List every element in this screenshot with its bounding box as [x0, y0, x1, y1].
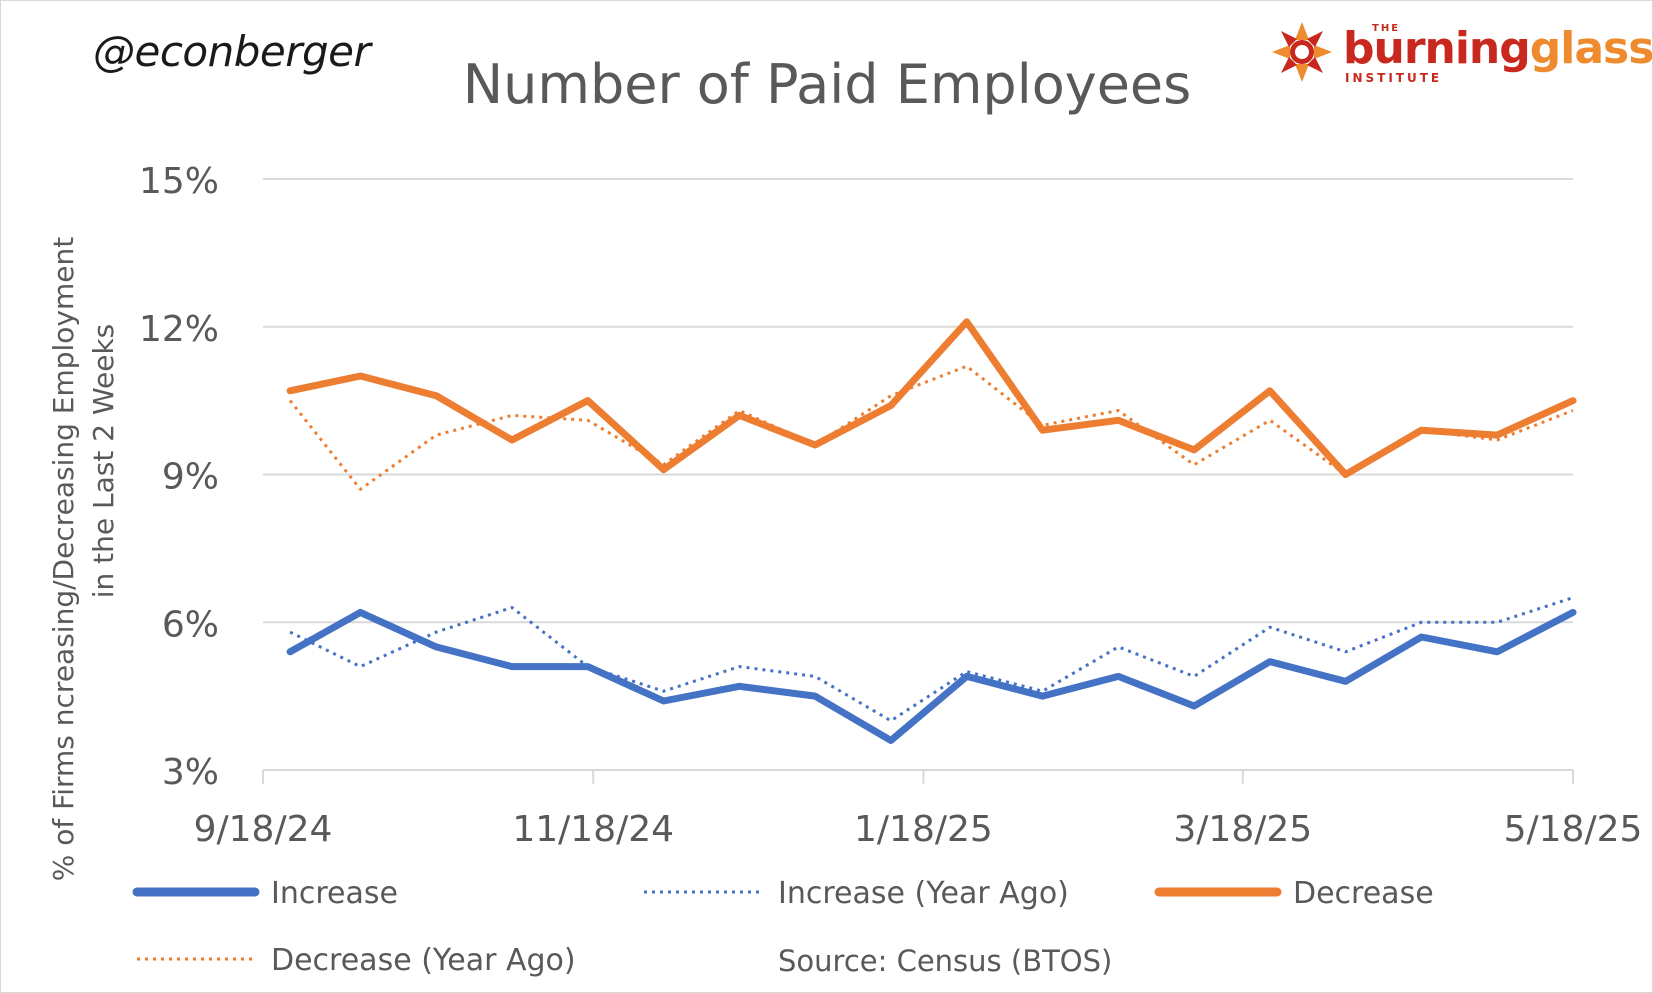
burning-glass-logo: THE burningglass INSTITUTE: [1271, 17, 1652, 87]
y-axis-tick-labels: 3% 6% 9% 12% 15%: [139, 161, 219, 793]
logo-word-glass: glass: [1529, 23, 1653, 74]
gridlines: [263, 178, 1573, 624]
legend-label-increase-year-ago: Increase (Year Ago): [778, 876, 1069, 911]
series-line-decrease-year-ago: [288, 364, 1574, 491]
y-tick-label: 6%: [162, 604, 219, 645]
y-tick-label: 15%: [139, 161, 219, 202]
x-tick-label: 1/18/25: [854, 809, 993, 850]
y-axis-label-line2: in the Last 2 Weeks: [87, 324, 120, 599]
logo-wordmark: burningglass: [1343, 27, 1652, 71]
series-line-increase: [286, 608, 1577, 744]
series-lines: [286, 318, 1577, 744]
sunburst-logo-icon: [1272, 22, 1332, 82]
legend-label-increase: Increase: [271, 876, 398, 911]
legend-label-decrease: Decrease: [1293, 876, 1434, 911]
y-axis-label-line1: % of Firms ncreasing/Decreasing Employme…: [47, 237, 80, 881]
x-tick-label: 3/18/25: [1173, 809, 1312, 850]
series-line-increase-year-ago: [289, 596, 1574, 723]
x-axis: [262, 769, 1574, 784]
chart-title: Number of Paid Employees: [463, 53, 1192, 116]
x-axis-tick-labels: 9/18/24 11/18/24 1/18/25 3/18/25 5/18/25: [194, 809, 1643, 850]
source-note: Source: Census (BTOS): [778, 944, 1112, 978]
x-tick-label: 9/18/24: [194, 809, 333, 850]
author-handle: @econberger: [93, 27, 371, 76]
legend-label-decrease-year-ago: Decrease (Year Ago): [271, 943, 576, 978]
y-tick-label: 9%: [162, 457, 219, 498]
x-tick-label: 5/18/25: [1504, 809, 1643, 850]
logo-institute: INSTITUTE: [1345, 71, 1443, 85]
legend: Increase Increase (Year Ago) Decrease Decre…: [132, 876, 1434, 978]
series-line-decrease: [286, 318, 1577, 478]
y-tick-label: 12%: [139, 309, 219, 350]
x-tick-label: 11/18/24: [512, 809, 674, 850]
logo-word-burning: burning: [1343, 23, 1531, 74]
logo-the: THE: [1372, 23, 1401, 34]
y-tick-label: 3%: [162, 752, 219, 793]
